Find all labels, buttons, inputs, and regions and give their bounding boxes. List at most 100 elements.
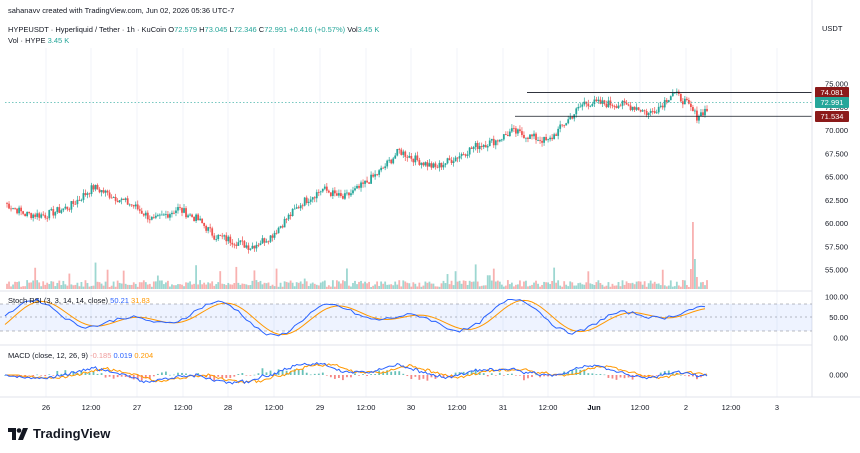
- volume-bar: [219, 271, 222, 289]
- change-value: +0.416 (+0.57%): [289, 25, 346, 34]
- macd-hist-bar: [494, 375, 497, 376]
- volume-bar: [245, 284, 248, 289]
- volume-bar: [647, 283, 650, 289]
- tradingview-logo[interactable]: TradingView: [8, 426, 110, 441]
- candle-body: [92, 185, 95, 190]
- macd-hist-bar: [454, 372, 457, 375]
- candle-body: [627, 104, 630, 106]
- candle-body: [583, 101, 586, 105]
- volume-bar: [122, 270, 125, 289]
- volume-bar: [585, 282, 588, 289]
- volume-bar: [10, 286, 12, 289]
- candle-body: [470, 147, 473, 149]
- volume-bar: [486, 275, 489, 289]
- candle-body: [323, 186, 326, 189]
- volume-bar: [86, 283, 89, 289]
- volume-bar: [173, 285, 175, 289]
- macd-hist-bar: [225, 375, 228, 378]
- macd-legend[interactable]: MACD (close, 12, 26, 9) -0.185 0.019 0.2…: [8, 351, 153, 360]
- candle-body: [484, 144, 487, 148]
- volume-bar: [531, 284, 533, 289]
- volume-bar: [398, 280, 401, 289]
- volume-bar: [561, 286, 564, 289]
- candle-body: [621, 100, 624, 106]
- candle-body: [517, 129, 519, 134]
- candle-body: [683, 98, 686, 105]
- volume-bar: [523, 281, 525, 289]
- macd-hist-bar: [575, 368, 578, 375]
- candle-body: [601, 100, 604, 104]
- macd-hist-bar: [366, 375, 368, 376]
- volume-bar: [408, 283, 411, 289]
- volume-legend[interactable]: Vol · HYPE 3.45 K: [8, 36, 69, 45]
- candle-body: [311, 197, 314, 200]
- candle-body: [271, 235, 274, 238]
- macd-hist-bar: [301, 369, 304, 375]
- volume-bar: [309, 283, 312, 289]
- candle-body: [86, 193, 89, 195]
- candle-body: [649, 111, 652, 114]
- volume-bar: [50, 281, 53, 289]
- volume-bar: [631, 282, 634, 289]
- volume-bar: [114, 286, 117, 289]
- low-label: L: [229, 25, 234, 34]
- symbol-legend[interactable]: HYPEUSDT · Hyperliquid / Tether · 1h · K…: [8, 25, 379, 34]
- volume-bar: [223, 284, 226, 289]
- candle-body: [181, 207, 183, 213]
- macd-hist-bar: [173, 374, 175, 376]
- candle-body: [506, 134, 509, 137]
- candle-body: [84, 193, 87, 195]
- macd-hist-bar: [450, 375, 453, 379]
- volume-bar: [414, 283, 417, 289]
- volume-bar: [601, 284, 604, 289]
- volume-bar: [323, 280, 326, 289]
- candle-body: [525, 137, 527, 139]
- macd-hist-value: -0.185: [90, 351, 112, 360]
- candle-body: [223, 235, 226, 237]
- candle-body: [313, 197, 316, 199]
- candle-body: [344, 193, 346, 199]
- candle-body: [396, 148, 399, 156]
- volume-bar: [32, 280, 35, 289]
- macd-hist-bar: [169, 374, 171, 376]
- volume-bar: [454, 271, 457, 289]
- volume-bar: [160, 280, 163, 289]
- time-tick-label: 12:00: [722, 403, 741, 412]
- candle-body: [68, 209, 71, 211]
- volume-bar: [629, 283, 632, 289]
- volume-bar: [321, 281, 324, 289]
- candle-body: [551, 137, 554, 140]
- candle-body: [183, 208, 185, 213]
- macd-signal-value: 0.204: [134, 351, 154, 360]
- time-tick-label: 12:00: [174, 403, 193, 412]
- macd-hist-bar: [406, 375, 409, 377]
- candle-body: [428, 163, 431, 167]
- candle-body: [537, 139, 539, 141]
- stoch-rsi-legend[interactable]: Stoch RSI (3, 3, 14, 14, close) 50.21 31…: [8, 296, 150, 305]
- volume-bar: [217, 282, 220, 289]
- volume-bar: [54, 286, 57, 289]
- candle-body: [14, 207, 16, 209]
- volume-bar: [108, 286, 111, 289]
- candle-body: [591, 103, 594, 106]
- volume-bar: [621, 280, 624, 289]
- candle-body: [394, 155, 397, 159]
- volume-bar: [549, 284, 552, 289]
- macd-hist-bar: [64, 370, 67, 375]
- volume-bar: [163, 284, 165, 289]
- candle-body: [589, 105, 592, 107]
- volume-bar: [92, 285, 95, 289]
- volume-bar: [599, 282, 602, 289]
- macd-hist-bar: [490, 373, 493, 375]
- time-tick-label: 29: [316, 403, 324, 412]
- volume-bar: [191, 284, 193, 289]
- volume-bar: [492, 268, 495, 289]
- stoch-rsi-d-value: 31.83: [131, 296, 150, 305]
- volume-bar: [132, 282, 135, 289]
- volume-bar: [643, 281, 646, 289]
- macd-hist-bar: [108, 375, 111, 377]
- macd-hist-bar: [478, 371, 481, 375]
- candle-body: [679, 93, 682, 102]
- volume-bar: [249, 285, 252, 289]
